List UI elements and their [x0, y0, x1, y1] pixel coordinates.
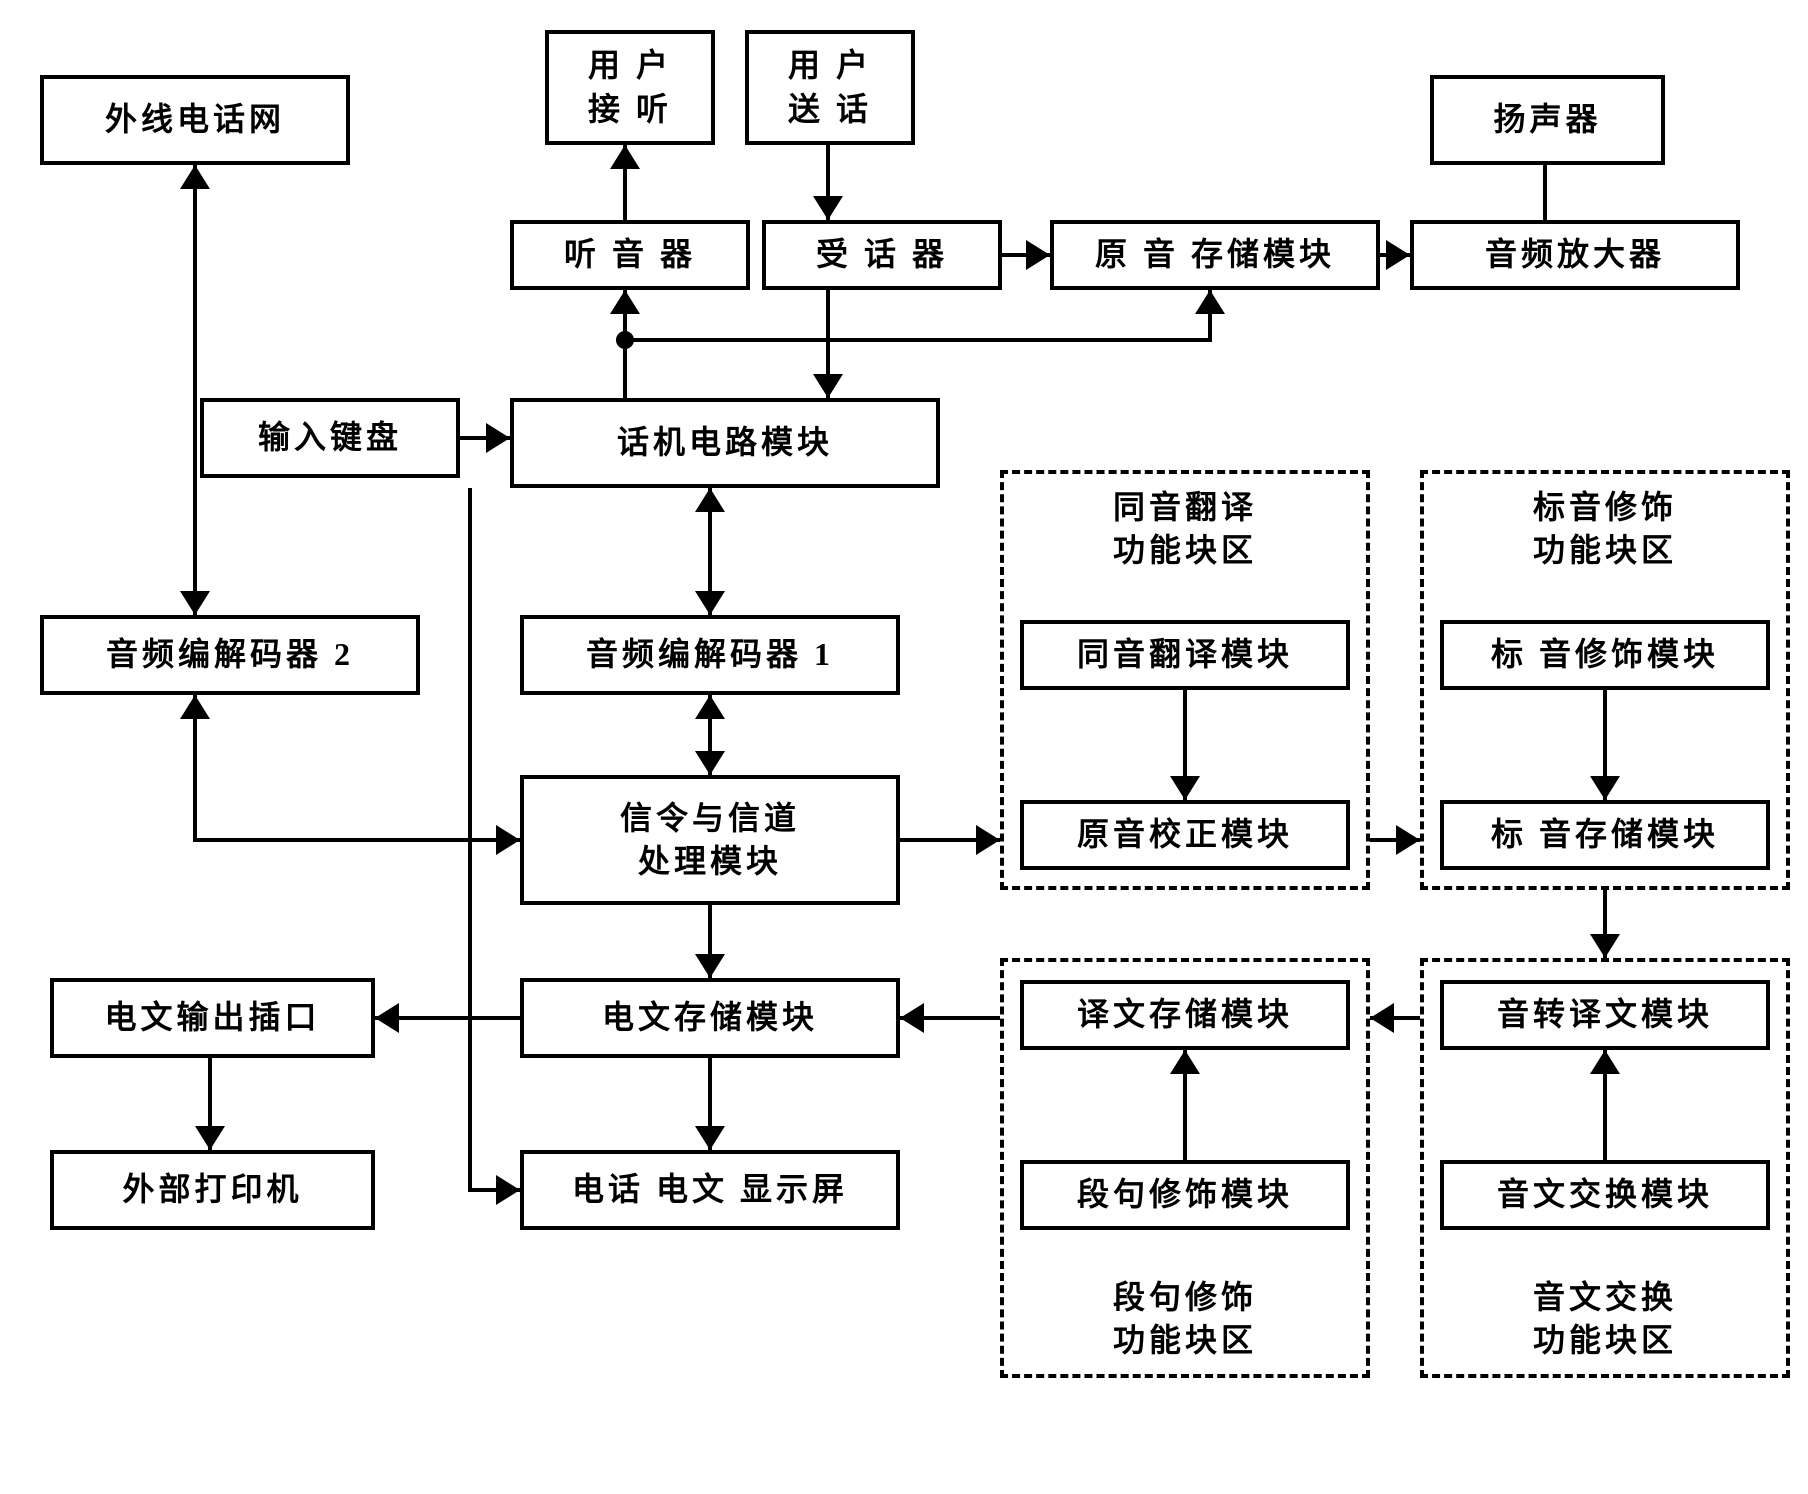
- box-orig-sound-storage: 原 音 存储模块: [1050, 220, 1380, 290]
- region-phonetic-title: 标音修饰功能块区: [1424, 486, 1786, 572]
- box-sound-text-exchange: 音文交换模块: [1440, 1160, 1770, 1230]
- box-speaker: 扬声器: [1430, 75, 1665, 165]
- diagram-canvas: 同音翻译功能块区 标音修饰功能块区 段句修饰功能块区 音文交换功能块区 外线电话…: [20, 20, 1808, 1474]
- box-translation-storage: 译文存储模块: [1020, 980, 1350, 1050]
- box-audio-codec2: 音频编解码器 2: [40, 615, 420, 695]
- box-input-keyboard: 输入键盘: [200, 398, 460, 478]
- box-orig-sound-correct: 原音校正模块: [1020, 800, 1350, 870]
- box-external-printer: 外部打印机: [50, 1150, 375, 1230]
- box-homophone-trans: 同音翻译模块: [1020, 620, 1350, 690]
- box-user-listen: 用 户接 听: [545, 30, 715, 145]
- box-external-phone-net: 外线电话网: [40, 75, 350, 165]
- box-msg-storage: 电文存储模块: [520, 978, 900, 1058]
- box-earpiece: 听 音 器: [510, 220, 750, 290]
- box-display-screen: 电话 电文 显示屏: [520, 1150, 900, 1230]
- region-exchange-title: 音文交换功能块区: [1424, 1276, 1786, 1362]
- box-audio-amplifier: 音频放大器: [1410, 220, 1740, 290]
- box-phonetic-decorate: 标 音修饰模块: [1440, 620, 1770, 690]
- box-receiver: 受 话 器: [762, 220, 1002, 290]
- region-homophone-title: 同音翻译功能块区: [1004, 486, 1366, 572]
- box-signaling-channel: 信令与信道处理模块: [520, 775, 900, 905]
- box-phone-circuit: 话机电路模块: [510, 398, 940, 488]
- region-sentence-title: 段句修饰功能块区: [1004, 1276, 1366, 1362]
- box-sentence-decorate: 段句修饰模块: [1020, 1160, 1350, 1230]
- box-user-send: 用 户送 话: [745, 30, 915, 145]
- box-audio-codec1: 音频编解码器 1: [520, 615, 900, 695]
- box-sound-to-trans: 音转译文模块: [1440, 980, 1770, 1050]
- box-msg-output-socket: 电文输出插口: [50, 978, 375, 1058]
- box-phonetic-storage: 标 音存储模块: [1440, 800, 1770, 870]
